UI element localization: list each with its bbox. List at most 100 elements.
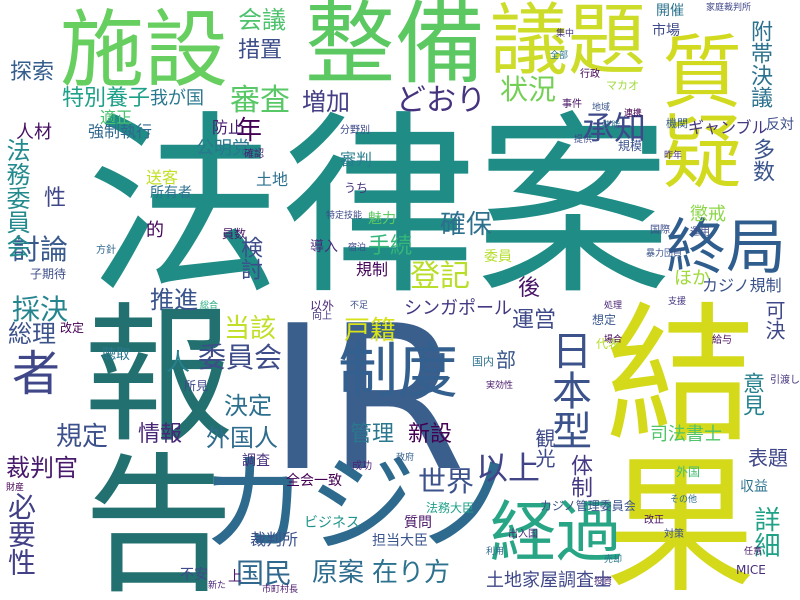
word-jiken: 事件	[562, 99, 582, 110]
word-arikata: 在り方	[372, 558, 451, 588]
word-bunyabetsu: 分野別	[340, 125, 370, 136]
word-hoka: ほか	[674, 268, 710, 289]
word-zouka: 増加	[302, 88, 350, 116]
word-futai-ketsugi: 附帯決議	[747, 20, 772, 108]
word-kisei: 規制	[356, 260, 389, 279]
word-jouhou: 情報	[138, 422, 183, 447]
word-baikyaku: 売却	[604, 555, 623, 565]
word-gamble: ギャンブル	[688, 118, 768, 137]
word-koseki: 戸籍	[344, 316, 397, 346]
word-macau: マカオ	[606, 79, 639, 92]
word-hantai: 反対	[766, 117, 794, 133]
word-kanri: 管理	[350, 422, 395, 447]
word-kokumin: 国民	[236, 557, 293, 590]
word-iken: 意見	[739, 372, 764, 416]
word-mono: 者	[12, 346, 61, 402]
word-nen: 年	[236, 116, 263, 146]
word-kekka: 結果	[580, 296, 754, 596]
word-suishin: 推進	[150, 286, 198, 314]
word-choukai: 懲戒	[690, 204, 726, 225]
word-chiiki: 地域	[592, 103, 611, 113]
word-taisei: 体制	[567, 454, 592, 498]
word-souri: 総理	[8, 320, 56, 348]
word-miryoku: 魅力	[368, 211, 396, 227]
word-chousa: 調査	[242, 453, 270, 469]
word-seikou: 成功	[352, 461, 372, 472]
word-zenbu: 全部	[550, 51, 569, 61]
word-sei: 性	[44, 186, 67, 211]
word-tokubetsu-youshi: 特別養子	[62, 86, 151, 111]
word-houritsuan: 法律案	[86, 94, 671, 321]
word-sougou: 総合	[200, 301, 219, 311]
word-business: ビジネス	[304, 515, 360, 531]
word-hyoudai: 表題	[748, 446, 788, 470]
word-wagakuni: 我が国	[150, 88, 204, 109]
word-zaisan: 財産	[6, 483, 25, 493]
word-gen-an: 原案	[312, 558, 365, 588]
word-houmu-daijin: 法務大臣	[426, 501, 475, 515]
word-kyuuyo: 給与	[712, 335, 732, 346]
word-dounyuu: 導入	[310, 239, 338, 255]
word-kodomo-kitai: 子期待	[30, 267, 67, 281]
word-bouryokudan: 暴力団員	[646, 249, 683, 259]
word-kaketsu: 可決	[762, 300, 786, 340]
word-tokutei-ginou: 特定技能	[326, 211, 363, 221]
word-singapore: シンガポール	[404, 298, 512, 319]
word-hitsuyousei: 必要性	[4, 492, 37, 576]
word-kyousei-shikkou: 強制執行	[88, 122, 153, 141]
word-baai: 場合	[604, 335, 623, 345]
word-boushi: 防止	[212, 118, 245, 137]
word-kokunai: 国内	[472, 355, 494, 368]
word-sonota: その他	[670, 495, 698, 505]
word-tochi-kaoku: 土地家屋調査士	[486, 570, 612, 591]
word-shichousonchou: 市町村長	[262, 585, 299, 595]
word-tasuu: 多数	[749, 138, 774, 182]
word-keika: 経過	[490, 494, 622, 571]
word-ginou: 技能	[602, 121, 621, 131]
word-kankou: 観光	[532, 428, 556, 468]
word-kibo: 規模	[618, 139, 643, 153]
word-daihyou: 代表	[596, 337, 621, 351]
word-touron: 討論	[12, 233, 69, 266]
word-sekai: 世界	[418, 465, 475, 498]
word-kettei: 決定	[224, 392, 272, 420]
word-kentou: 検討	[237, 236, 262, 280]
word-touki: 登記	[410, 259, 470, 294]
word-iinkai: 委員会	[198, 341, 283, 374]
word-jikkousei: 実効性	[486, 381, 514, 391]
word-teki: 的	[146, 220, 164, 241]
word-saibankan: 裁判官	[6, 454, 78, 482]
word-houshin: 方針	[96, 245, 116, 256]
word-seido: 制度	[338, 337, 458, 407]
word-nini: 任意	[744, 547, 763, 557]
word-choushu: 聴取	[102, 347, 130, 363]
word-gaikokujin: 外国人	[206, 424, 278, 452]
word-riyou: 利用	[486, 547, 505, 557]
word-gidai: 議題	[490, 0, 647, 86]
word-shijou: 市場	[652, 23, 680, 39]
word-shoken: 所見	[184, 379, 209, 393]
word-shoyuusha: 所有者	[150, 185, 192, 201]
word-ue: 上	[228, 569, 242, 585]
word-insuu: 員数	[222, 227, 247, 241]
word-shitsugi: 質疑	[649, 30, 742, 190]
word-shutsunyuukoku: 出入国	[508, 529, 538, 540]
word-shinsetsu: 新設	[408, 422, 453, 447]
word-casino-kanri: カジノ管理委員会	[540, 499, 636, 513]
word-iin: 委員	[484, 249, 512, 265]
word-shuuchuu: 集中	[556, 29, 575, 39]
word-tekisei: 適正	[100, 108, 133, 127]
word-shousai: 詳細	[750, 506, 780, 558]
word-jinzai: 人材	[16, 122, 52, 143]
word-hito: 人	[166, 348, 190, 376]
word-doori: どおり	[396, 83, 486, 118]
word-sochi: 措置	[238, 38, 283, 63]
word-toushi: 投資	[594, 577, 613, 587]
word-sakunen: 昨年	[664, 151, 683, 161]
word-teikyou: 提供	[574, 135, 593, 145]
word-kakuho: 確保	[440, 210, 493, 240]
word-kaigi: 会議	[238, 6, 286, 34]
word-saibansho: 裁判所	[250, 530, 299, 549]
word-hikiwatashi: 引渡し	[770, 375, 800, 386]
